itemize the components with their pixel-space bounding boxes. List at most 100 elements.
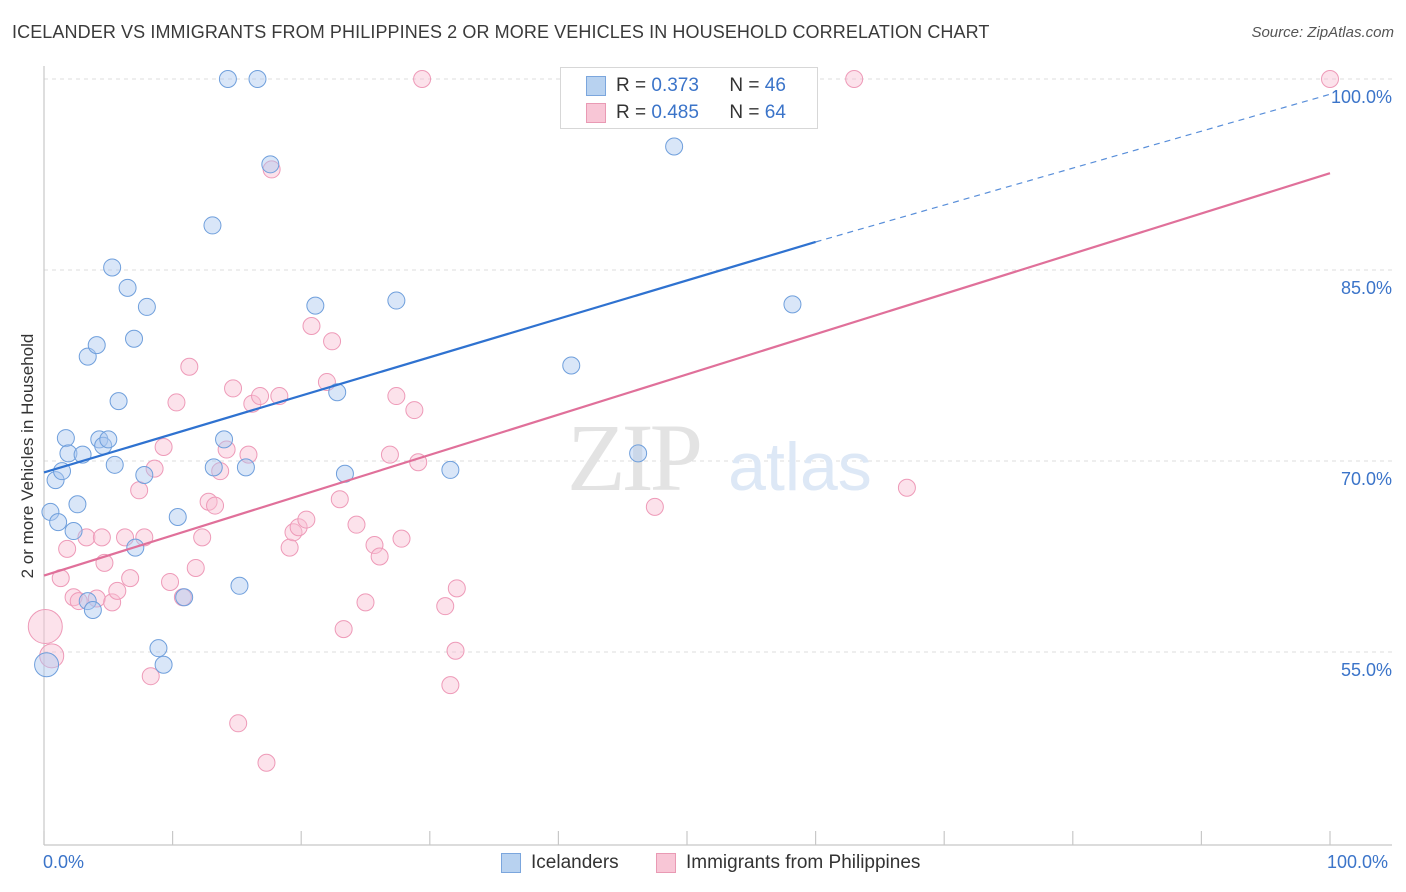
philippines-point	[356, 593, 375, 612]
legend-n-label: N =	[729, 75, 765, 96]
philippines-point	[297, 510, 316, 529]
legend-row-icelanders: R = 0.373 N = 46	[561, 74, 786, 98]
legend-r-label: R =	[616, 102, 652, 123]
watermark-atlas: atlas	[728, 429, 872, 505]
philippines-points	[27, 70, 1339, 772]
icelander-point	[248, 70, 267, 88]
series-swatch-pink	[656, 853, 676, 873]
trend-lines	[43, 93, 1331, 577]
philippines-point	[334, 620, 353, 639]
icelander-point	[230, 576, 249, 595]
philippines-point	[167, 393, 186, 412]
philippines-point	[1321, 70, 1339, 88]
icelander-point	[629, 444, 648, 463]
icelander-point	[83, 600, 102, 619]
philippines-point	[92, 528, 111, 547]
icelander-point	[34, 652, 60, 678]
philippines-point	[154, 437, 173, 456]
icelander-point	[562, 356, 581, 375]
legend-r-value: 0.485	[651, 102, 699, 123]
icelander-trend-extension	[815, 93, 1331, 243]
icelander-point	[175, 588, 194, 607]
philippines-point	[27, 609, 63, 645]
philippines-point	[251, 387, 270, 406]
icelander-point	[665, 137, 684, 156]
chart-title: ICELANDER VS IMMIGRANTS FROM PHILIPPINES…	[12, 22, 990, 42]
icelander-point	[59, 444, 78, 463]
philippines-point	[186, 558, 205, 577]
icelander-point	[105, 455, 124, 474]
philippines-point	[645, 497, 664, 516]
icelander-point	[168, 508, 187, 527]
philippines-point	[365, 536, 384, 555]
icelander-trend-line	[43, 240, 816, 474]
philippines-point	[229, 714, 248, 733]
philippines-point	[845, 70, 864, 88]
philippines-point	[224, 379, 243, 398]
philippines-point	[121, 569, 140, 588]
series-legend: Icelanders Immigrants from Philippines	[0, 852, 1406, 876]
legend-n-value: 64	[764, 102, 786, 123]
philippines-point	[436, 597, 455, 616]
philippines-point	[897, 478, 916, 497]
y-tick-label: 100.0%	[1331, 87, 1392, 107]
icelander-point	[118, 278, 137, 297]
legend-row-philippines: R = 0.485 N = 64	[561, 101, 786, 125]
icelander-point	[78, 592, 97, 611]
philippines-point	[135, 528, 154, 547]
watermark-zip: ZIP	[567, 404, 700, 511]
philippines-point	[141, 667, 160, 686]
icelander-point	[56, 429, 75, 448]
y-tick-label: 70.0%	[1341, 469, 1392, 489]
philippines-point	[193, 528, 212, 547]
y-tick-label: 85.0%	[1341, 278, 1392, 298]
icelander-point	[87, 336, 106, 355]
icelander-point	[149, 639, 168, 658]
icelander-point	[125, 329, 144, 348]
icelander-point	[46, 471, 65, 490]
philippines-point	[323, 332, 342, 351]
legend-r-label: R =	[616, 75, 652, 96]
philippines-point	[370, 547, 389, 566]
series-legend-icelanders[interactable]: Icelanders	[501, 852, 619, 874]
philippines-point	[405, 401, 424, 420]
legend-swatch-blue	[586, 76, 606, 96]
icelander-point	[203, 216, 222, 235]
philippines-point	[380, 445, 399, 464]
philippines-point	[280, 538, 299, 557]
icelander-point	[135, 466, 154, 485]
icelander-point	[64, 522, 83, 541]
philippines-point	[58, 539, 77, 558]
philippines-point	[289, 518, 308, 537]
icelander-point	[68, 495, 87, 514]
series-legend-philippines[interactable]: Immigrants from Philippines	[656, 852, 920, 874]
icelander-point	[215, 430, 234, 449]
y-tick-label: 55.0%	[1341, 660, 1392, 680]
legend-swatch-pink	[586, 103, 606, 123]
y-axis-title: 2 or more Vehicles in Household	[18, 333, 37, 579]
philippines-point	[145, 459, 164, 478]
source-label: Source: ZipAtlas.com	[1251, 24, 1394, 41]
series-legend-label: Immigrants from Philippines	[686, 852, 921, 873]
philippines-point	[392, 529, 411, 548]
philippines-point	[413, 70, 432, 88]
icelander-point	[236, 458, 255, 477]
icelander-point	[441, 460, 460, 479]
icelander-point	[103, 258, 122, 277]
icelander-point	[137, 297, 156, 316]
philippines-trend-line	[43, 172, 1331, 577]
philippines-point	[284, 523, 303, 542]
philippines-point	[330, 490, 349, 509]
philippines-point	[39, 643, 65, 669]
x-tick-label-max: 100.0%	[1327, 852, 1389, 872]
philippines-point	[447, 579, 466, 598]
icelander-point	[41, 502, 60, 521]
icelander-points	[34, 70, 802, 678]
philippines-point	[161, 572, 180, 591]
philippines-point	[103, 593, 122, 612]
x-tick-label-min: 0.0%	[43, 852, 85, 872]
philippines-point	[69, 592, 88, 611]
icelander-point	[204, 458, 223, 477]
legend-n-value: 46	[764, 75, 786, 96]
